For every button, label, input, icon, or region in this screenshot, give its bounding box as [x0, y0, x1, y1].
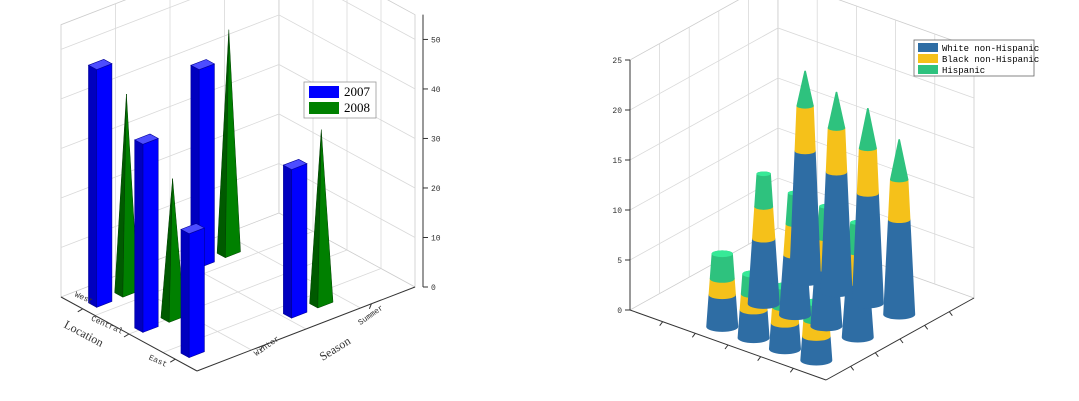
cone-segment-black-non-hispanic — [752, 203, 776, 243]
cone-stack — [883, 139, 916, 320]
cone-segment-white-non-hispanic — [768, 318, 801, 355]
x-tick-label-winter: Winter — [253, 335, 282, 359]
chart-3d-stacked-cone: 0 5 10 15 20 25 White non-Hispanic Black non-… — [612, 0, 1039, 381]
axes — [60, 14, 424, 372]
legend-swatch-white — [918, 43, 938, 52]
cone-segment-white-non-hispanic — [747, 235, 780, 309]
cone-segment-white-non-hispanic — [883, 215, 916, 320]
pyramid-2008-winter-central — [160, 178, 185, 323]
cone-segment-white-non-hispanic — [737, 305, 770, 344]
cone-top — [711, 250, 733, 258]
z-tick-label: 0 — [431, 284, 436, 293]
bar-2007-winter-west — [87, 58, 113, 308]
category-labels: West Central East Winter Summer Location… — [62, 291, 386, 370]
legend-swatch-hispanic — [918, 65, 938, 74]
data-marks — [87, 29, 334, 359]
cone-stack — [851, 107, 884, 309]
z-tick-label: 40 — [431, 86, 441, 95]
cone-segment-hispanic — [889, 139, 909, 183]
pyramid-2008-winter-west — [114, 93, 139, 298]
cone-segment-white-non-hispanic — [706, 290, 739, 332]
z-tick-label: 0 — [617, 307, 622, 316]
z-tick-label: 5 — [617, 257, 622, 266]
cone-stack — [706, 250, 739, 332]
cone-segment-hispanic — [827, 91, 846, 131]
cone-segment-black-non-hispanic — [887, 176, 911, 224]
cone-segment-black-non-hispanic — [794, 103, 816, 155]
z-tick-label: 20 — [612, 107, 622, 116]
cone-segment-black-non-hispanic — [825, 125, 848, 176]
legend-swatch-2008 — [309, 102, 339, 114]
legend: White non-Hispanic Black non-Hispanic Hi… — [913, 39, 1039, 77]
y-tick-label-east: East — [147, 354, 168, 370]
bar-2007-summer-west — [190, 59, 216, 269]
cone-segment-white-non-hispanic — [851, 189, 884, 309]
z-tick-label: 20 — [431, 185, 441, 194]
z-tick-label: 10 — [431, 234, 441, 243]
pyramid-2008-summer-east — [309, 129, 334, 309]
legend-swatch-2007 — [309, 86, 339, 98]
cone-segment-black-non-hispanic — [856, 145, 879, 197]
z-tick-label: 30 — [431, 135, 441, 144]
cone-stack — [747, 171, 780, 309]
legend-label-black: Black non-Hispanic — [942, 55, 1039, 65]
z-tick-label: 25 — [612, 57, 622, 66]
z-axis-ticks: 0 5 10 15 20 25 — [612, 57, 630, 316]
z-axis-ticks: 0 10 20 30 40 50 — [423, 36, 441, 293]
cone-segment-white-non-hispanic — [800, 331, 833, 366]
legend-label-2008: 2008 — [344, 100, 370, 115]
bar-2007-winter-central — [133, 133, 159, 333]
cone-segment-white-non-hispanic — [820, 168, 853, 298]
chart-3d-bar-pyramid: 0 10 20 30 40 50 West Central East Winter Sum… — [60, 0, 441, 372]
z-tick-label: 15 — [612, 157, 622, 166]
bar-2007-winter-east — [180, 223, 206, 359]
axes — [629, 60, 975, 381]
cone-segment-hispanic — [858, 107, 877, 152]
legend: 2007 2008 — [303, 81, 377, 119]
cone-top — [756, 171, 771, 177]
cone-segment-hispanic — [709, 250, 735, 283]
bar-2007-summer-east — [282, 158, 308, 319]
legend-swatch-black — [918, 54, 938, 63]
z-tick-label: 50 — [431, 36, 441, 45]
grid-lines — [60, 0, 416, 353]
cone-segment-white-non-hispanic — [789, 147, 822, 286]
x-axis-title: Season — [317, 334, 353, 364]
legend-label-2007: 2007 — [344, 84, 371, 99]
cone-stack — [789, 70, 822, 286]
cone-segment-hispanic — [754, 171, 774, 210]
pyramid-2008-summer-west — [216, 29, 241, 259]
legend-label-hispanic: Hispanic — [942, 66, 985, 76]
legend-label-white: White non-Hispanic — [942, 44, 1039, 54]
data-marks — [706, 70, 916, 366]
cone-stack — [820, 91, 853, 298]
cone-segment-hispanic — [796, 70, 814, 109]
z-tick-label: 10 — [612, 207, 622, 216]
